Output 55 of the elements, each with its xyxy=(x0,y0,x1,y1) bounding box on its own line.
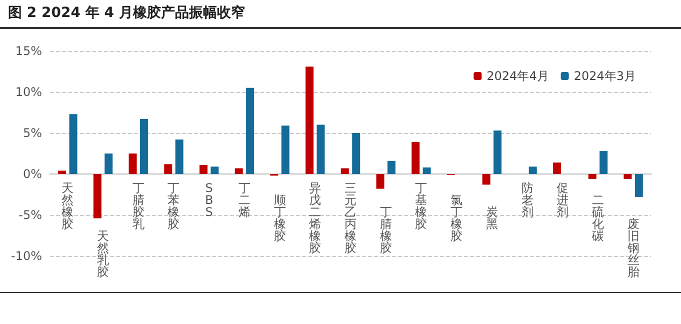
bar xyxy=(175,140,184,174)
bar xyxy=(553,162,562,174)
bar xyxy=(210,166,219,174)
x-tick-label: 丁基橡胶 xyxy=(415,181,428,231)
bar xyxy=(340,168,349,174)
bar xyxy=(281,126,290,174)
bar xyxy=(58,170,66,174)
x-tick-label: 废旧钢丝胎 xyxy=(626,217,640,279)
y-tick-label: -10% xyxy=(10,249,42,263)
x-tick-label: 丁腈橡胶 xyxy=(380,205,392,255)
x-tick-label: 二硫化碳 xyxy=(590,193,604,243)
x-tick-label: 天然乳胶 xyxy=(97,229,110,279)
bar xyxy=(387,160,396,174)
x-tick-label: 异戊二烯橡胶 xyxy=(309,181,322,255)
bar xyxy=(588,174,596,179)
x-tick-label: 丁苯橡胶 xyxy=(168,181,180,231)
bar xyxy=(104,154,113,174)
bar xyxy=(412,142,420,174)
bar xyxy=(422,167,431,174)
bar xyxy=(352,133,360,174)
legend-label: 2024年3月 xyxy=(574,69,636,83)
x-tick-label: 丁二烯 xyxy=(238,181,250,219)
bar xyxy=(494,130,502,174)
x-tick-label: 炭黑 xyxy=(486,205,498,231)
bar xyxy=(199,164,208,174)
y-tick-label: 0% xyxy=(22,167,42,181)
y-tick-label: 15% xyxy=(15,44,42,58)
x-tick-label: 氯丁橡胶 xyxy=(450,193,463,243)
bar xyxy=(93,174,102,218)
bar xyxy=(234,168,243,174)
bar xyxy=(528,166,537,174)
x-tick-label: 促进剂 xyxy=(556,181,569,219)
x-tick-label: 三元乙丙橡胶 xyxy=(344,181,356,255)
legend-label: 2024年4月 xyxy=(486,69,549,83)
x-tick-label: 顺丁橡胶 xyxy=(274,193,286,243)
x-tick-label: 丁腈胶乳 xyxy=(132,181,144,231)
bar xyxy=(624,174,632,179)
bar xyxy=(316,124,325,174)
x-tick-label: 防老剂 xyxy=(521,181,534,219)
bar xyxy=(306,66,314,174)
y-tick-label: -5% xyxy=(18,208,42,222)
bar xyxy=(246,88,254,174)
bar xyxy=(140,119,148,174)
bar xyxy=(69,114,78,174)
x-tick-label: 天然橡胶 xyxy=(62,181,74,231)
bar xyxy=(128,154,137,174)
x-tick-label: SBS xyxy=(204,181,214,219)
chart-title: 图 2 2024 年 4 月橡胶产品振幅收窄 xyxy=(8,4,245,22)
bar xyxy=(376,174,384,189)
bar xyxy=(164,164,172,174)
bar xyxy=(600,151,608,174)
y-tick-label: 10% xyxy=(15,85,42,99)
bar xyxy=(634,174,643,197)
y-tick-label: 5% xyxy=(22,126,42,140)
bar xyxy=(482,174,490,185)
